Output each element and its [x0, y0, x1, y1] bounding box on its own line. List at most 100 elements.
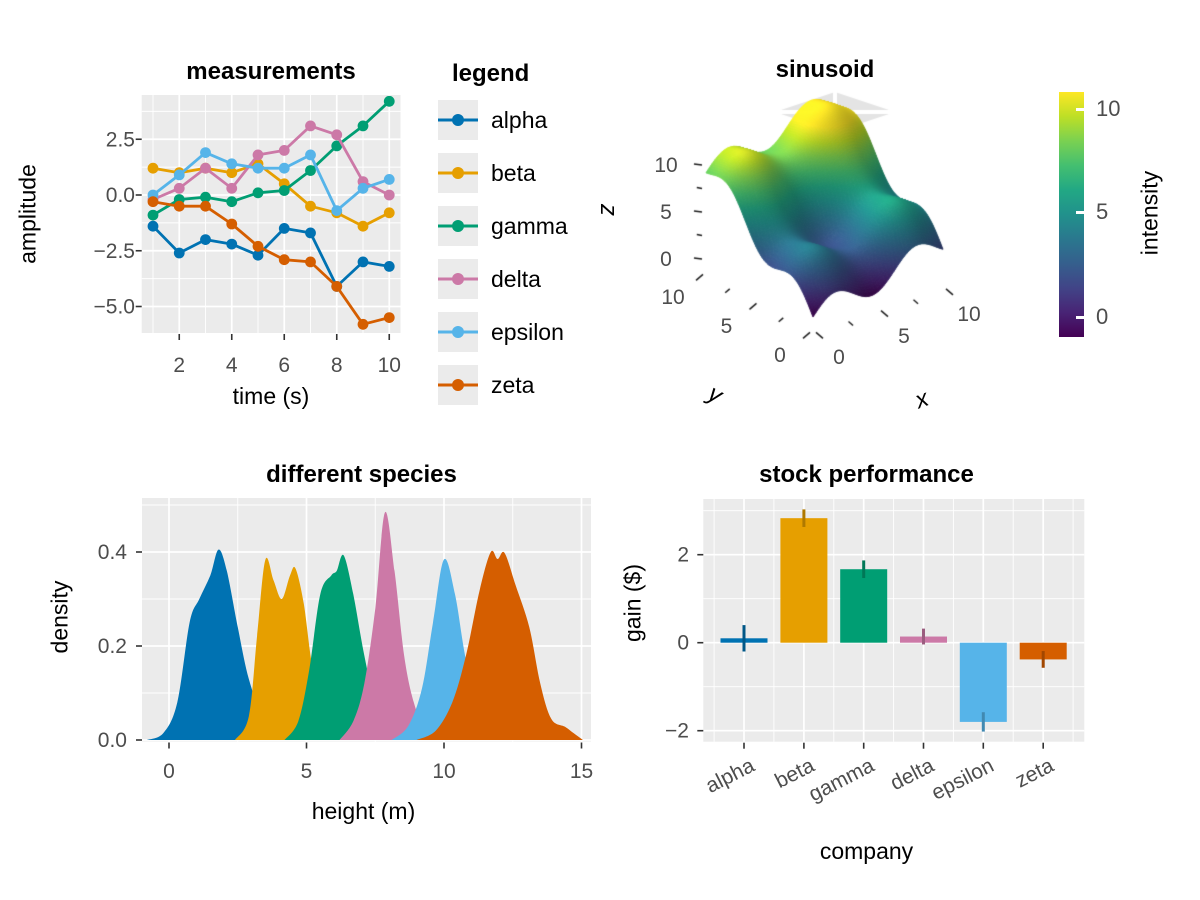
alpha-line — [151, 225, 390, 288]
delta-point — [226, 182, 238, 194]
bar-beta — [780, 518, 828, 643]
z-tick-label-3d: 5 — [660, 201, 672, 224]
colorbar-tick-label: 5 — [1096, 199, 1109, 225]
epsilon-point — [278, 162, 290, 174]
legend-item-epsilon: epsilon — [438, 312, 648, 352]
y-tick-label: 0.2 — [98, 635, 127, 658]
alpha-point — [173, 247, 185, 259]
epsilon-point — [226, 158, 238, 170]
colorbar-tick — [1076, 316, 1084, 319]
zeta-point — [147, 196, 159, 208]
alpha-point — [252, 249, 264, 261]
gamma-line — [152, 100, 391, 217]
gamma-point — [383, 95, 395, 107]
alpha-point — [383, 261, 395, 272]
z-tick-label-3d: 0 — [660, 248, 672, 271]
x-tick-label: alpha — [702, 754, 759, 798]
legend-item-delta: delta — [438, 259, 648, 299]
zeta-point — [252, 240, 264, 252]
y-tick-label: −5.0 — [94, 296, 135, 319]
beta-point — [357, 220, 369, 232]
legend-item-label: delta — [491, 265, 541, 292]
species-6-density-area — [416, 550, 583, 740]
beta-point — [383, 207, 395, 219]
alpha-point — [200, 234, 211, 246]
beta-point — [147, 162, 159, 174]
x-tick-label: 5 — [301, 760, 313, 783]
zeta-point — [357, 318, 369, 330]
alpha-point — [305, 227, 316, 239]
y-tick-label: −2 — [665, 720, 689, 743]
zeta-point — [226, 218, 238, 230]
alpha-line-swatch — [438, 100, 478, 140]
density-curves — [147, 511, 583, 740]
zeta-point — [200, 200, 211, 212]
y-tick-label: 2 — [677, 544, 689, 567]
y-tick-label-3d: 0 — [774, 344, 786, 368]
x-tick-label: 15 — [570, 760, 593, 783]
legend-item-label: alpha — [491, 106, 548, 133]
y-tick-label: 0.0 — [98, 729, 127, 752]
measurements-title: measurements — [186, 58, 356, 85]
x-tick-label: 8 — [331, 354, 343, 377]
alpha-point — [147, 220, 159, 232]
bar-gamma — [840, 569, 888, 643]
gamma-point — [252, 187, 264, 199]
colorbar-tick — [1076, 108, 1084, 111]
colorbar-tick-label: 0 — [1096, 304, 1109, 330]
delta-point — [331, 129, 343, 141]
gamma-point — [147, 209, 159, 221]
y-tick-label-3d: 5 — [720, 315, 733, 339]
zeta-point — [331, 281, 343, 292]
x-tick-label: 10 — [378, 354, 401, 377]
delta-point — [305, 120, 316, 132]
colorbar-tick — [1076, 211, 1084, 214]
x-tick-label-3d: 10 — [957, 302, 981, 326]
stocks-xlabel: company — [819, 838, 914, 864]
zeta-line — [152, 200, 390, 326]
zeta-line-swatch — [438, 365, 478, 405]
legend-item-label: beta — [491, 159, 536, 186]
species-title: different species — [266, 461, 457, 488]
gamma-point — [305, 165, 316, 176]
delta-point — [278, 145, 290, 156]
epsilon-point — [200, 147, 211, 159]
zeta-point — [383, 312, 395, 323]
beta-point — [305, 200, 316, 212]
epsilon-point — [357, 182, 369, 194]
alpha-point — [278, 223, 290, 234]
beta-line — [152, 162, 390, 228]
measurements-plot: 2 4 6 8 10 2.5 0.0 −2.5 −5.0 — [94, 95, 401, 377]
epsilon-line-swatch — [438, 312, 478, 352]
colorbar-tick-label: 10 — [1096, 96, 1121, 122]
z-tick-label-3d: 10 — [654, 154, 678, 177]
bar-epsilon — [959, 642, 1007, 722]
gamma-line-swatch — [438, 206, 478, 246]
colorbar — [1059, 92, 1084, 337]
epsilon-point — [331, 205, 343, 217]
epsilon-point — [305, 149, 316, 161]
y-tick-label: 0.4 — [98, 541, 128, 564]
species-3-density-area — [284, 554, 403, 740]
delta-line-swatch — [438, 259, 478, 299]
alpha-point — [357, 256, 369, 268]
x-tick-label: 0 — [163, 760, 175, 783]
legend: legend alpha beta gamma delta epsilon ze… — [438, 60, 648, 418]
measurements-ylabel: amplitude — [14, 164, 41, 264]
panel-background — [141, 95, 401, 333]
legend-title: legend — [452, 60, 530, 87]
legend-item-label: zeta — [491, 371, 535, 398]
x-tick-label: 4 — [226, 354, 238, 377]
colorbar-title: intensity — [1136, 170, 1163, 256]
epsilon-point — [173, 169, 185, 181]
measurements-xlabel: time (s) — [232, 383, 310, 409]
zeta-point — [305, 256, 316, 268]
legend-item-zeta: zeta — [438, 365, 648, 405]
delta-point — [173, 182, 185, 194]
alpha-point — [226, 238, 238, 250]
x-tick-label: gamma — [805, 754, 878, 806]
beta-point — [226, 167, 238, 179]
sinusoid-plot — [640, 30, 1070, 450]
